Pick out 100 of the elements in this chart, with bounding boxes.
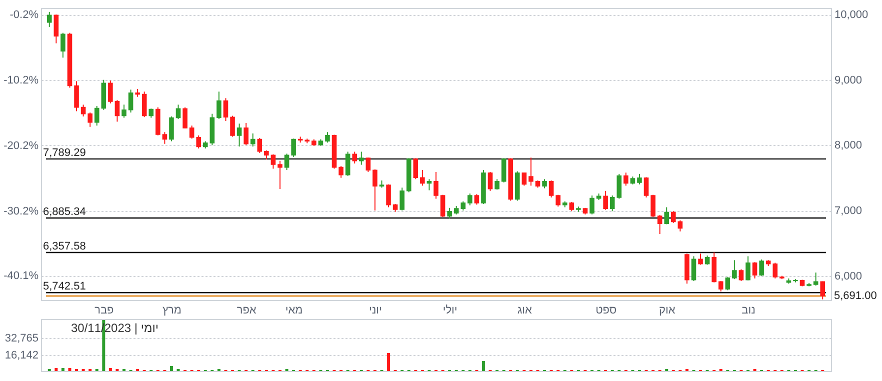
ref-line-label: 5,691.00 bbox=[834, 290, 877, 302]
candlestick bbox=[74, 80, 79, 112]
candlestick bbox=[746, 256, 750, 281]
candlestick bbox=[637, 173, 642, 185]
candlestick bbox=[420, 170, 425, 186]
y2-tick-label: -30.2% bbox=[4, 205, 39, 218]
candlestick bbox=[264, 150, 269, 160]
candlestick bbox=[366, 157, 371, 172]
y-tick-label: 32,765 bbox=[4, 332, 38, 345]
y-tick-label: 16,142 bbox=[4, 349, 38, 362]
ref-line-label: 7,789.29 bbox=[43, 146, 86, 159]
candlestick bbox=[338, 166, 344, 178]
candlestick bbox=[413, 158, 418, 180]
x-tick-label: מאי bbox=[285, 304, 303, 316]
candlestick bbox=[820, 280, 826, 300]
y-tick-label: 9,000 bbox=[834, 74, 862, 86]
x-tick-label: יוני bbox=[369, 304, 382, 316]
candlestick bbox=[60, 32, 66, 58]
bar bbox=[387, 353, 390, 371]
candlestick bbox=[569, 202, 574, 212]
candlestick bbox=[691, 256, 696, 282]
candlestick bbox=[434, 171, 438, 200]
candlestick bbox=[772, 262, 778, 279]
candlestick bbox=[624, 172, 628, 186]
candlestick bbox=[488, 171, 493, 192]
candlestick bbox=[284, 153, 290, 171]
x-tick-label: מרץ bbox=[162, 304, 182, 316]
candlestick bbox=[291, 138, 296, 158]
y-tick-label: 10,000 bbox=[834, 9, 868, 22]
candlestick bbox=[759, 259, 764, 276]
bar bbox=[482, 361, 485, 371]
candlestick bbox=[650, 194, 656, 218]
candlestick bbox=[590, 194, 594, 215]
candlestick bbox=[46, 11, 52, 28]
candlestick bbox=[522, 172, 527, 186]
y-tick-label: 7,000 bbox=[834, 205, 862, 218]
candlestick bbox=[725, 276, 730, 291]
candlestick bbox=[250, 132, 256, 147]
candlestick bbox=[169, 116, 174, 142]
candlestick bbox=[644, 176, 649, 198]
candlestick bbox=[88, 112, 92, 128]
candlestick bbox=[664, 206, 670, 225]
candlestick bbox=[670, 210, 676, 224]
candlestick bbox=[114, 100, 120, 122]
y-tick-label: 6,000 bbox=[834, 270, 862, 282]
candlestick bbox=[122, 104, 126, 118]
candlestick bbox=[738, 268, 744, 282]
candlestick bbox=[216, 91, 222, 120]
candlestick bbox=[325, 132, 330, 144]
candlestick bbox=[244, 122, 248, 146]
candlestick bbox=[528, 157, 534, 186]
candlestick bbox=[678, 220, 683, 232]
bar bbox=[68, 368, 72, 371]
x-tick-label: פבר bbox=[94, 304, 114, 316]
candlestick bbox=[468, 193, 472, 206]
candlestick bbox=[54, 14, 59, 44]
candlestick bbox=[358, 151, 364, 166]
candlestick bbox=[176, 104, 181, 120]
candlestick bbox=[616, 173, 622, 200]
candlestick bbox=[400, 187, 404, 212]
candlestick bbox=[447, 207, 452, 219]
y-tick-label: 8,000 bbox=[834, 140, 862, 152]
candlestick bbox=[657, 214, 662, 235]
y2-tick-label: -20.2% bbox=[4, 140, 39, 152]
candlestick bbox=[128, 89, 134, 114]
candlestick bbox=[352, 151, 358, 164]
candlestick bbox=[278, 160, 282, 190]
candlestick bbox=[460, 200, 466, 212]
ref-line-label: 6,357.58 bbox=[43, 240, 86, 252]
bar bbox=[108, 368, 112, 371]
x-tick-label: אפר bbox=[236, 304, 256, 316]
candlestick bbox=[223, 98, 228, 122]
bar bbox=[170, 366, 173, 371]
candlestick bbox=[236, 123, 242, 147]
candlestick bbox=[732, 260, 737, 280]
candlestick bbox=[345, 151, 350, 176]
candlestick bbox=[718, 280, 724, 292]
candlestick bbox=[426, 178, 432, 191]
x-tick-label: אוג bbox=[517, 304, 532, 316]
candlestick bbox=[813, 272, 818, 286]
candlestick bbox=[610, 194, 615, 212]
candlestick bbox=[440, 194, 446, 218]
x-tick-label: ספט bbox=[596, 304, 617, 316]
candlestick bbox=[189, 125, 194, 140]
candlestick bbox=[182, 106, 188, 129]
y2-tick-label: -0.2% bbox=[10, 9, 39, 22]
candlestick bbox=[501, 158, 506, 183]
candlestick bbox=[80, 104, 86, 117]
candlestick bbox=[108, 80, 113, 104]
candlestick bbox=[386, 184, 391, 208]
candlestick bbox=[603, 190, 608, 210]
y2-tick-label: -40.1% bbox=[4, 270, 39, 282]
x-tick-label: יולי bbox=[442, 304, 458, 316]
candlestick bbox=[230, 115, 235, 138]
candlestick bbox=[94, 105, 100, 126]
candlestick bbox=[162, 132, 168, 144]
candlestick bbox=[148, 108, 154, 118]
x-tick-label: אוק bbox=[658, 304, 676, 316]
y2-tick-label: -10.2% bbox=[4, 74, 39, 86]
candlestick bbox=[474, 194, 480, 206]
